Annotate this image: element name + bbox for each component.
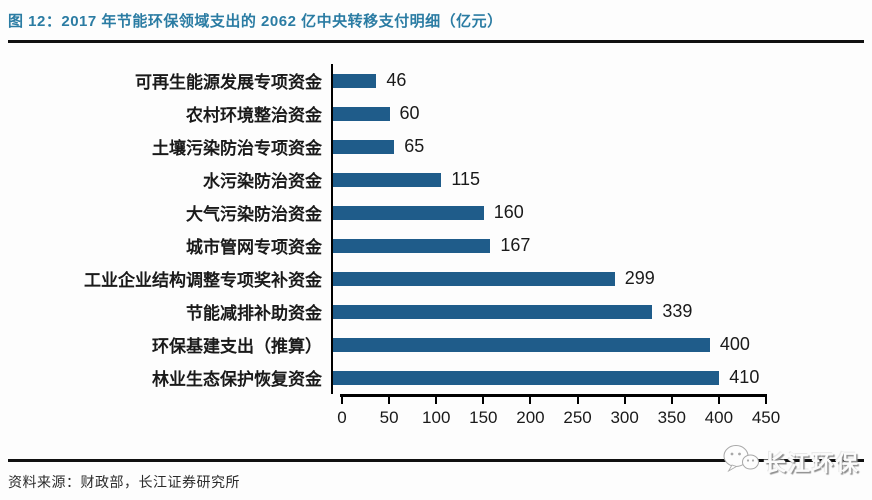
category-label: 可再生能源发展专项资金 xyxy=(135,73,322,92)
chart-row: 城市管网专项资金 167 xyxy=(8,229,872,262)
bar xyxy=(333,172,442,187)
axis-spacer xyxy=(8,394,340,430)
value-label: 65 xyxy=(404,136,425,156)
value-label: 339 xyxy=(662,301,693,321)
x-axis-tick-label: 100 xyxy=(422,408,451,427)
category-label: 工业企业结构调整专项奖补资金 xyxy=(84,271,322,290)
bar-track: 65 xyxy=(331,130,755,163)
source-note: 资料来源：财政部，长江证券研究所 xyxy=(8,474,240,490)
value-label: 46 xyxy=(386,70,407,90)
wechat-icon xyxy=(723,443,759,480)
x-axis-tick xyxy=(670,397,673,404)
x-axis-tick xyxy=(576,397,579,404)
bar xyxy=(333,205,484,220)
x-axis-tick-label: 50 xyxy=(379,408,399,427)
x-axis-tick-label: 250 xyxy=(563,408,592,427)
value-label: 167 xyxy=(500,235,531,255)
bar-track: 115 xyxy=(331,163,755,196)
top-divider xyxy=(8,40,864,43)
x-axis: 0 50 100 150 200 250 300 350 400 450 xyxy=(8,394,872,430)
x-axis-tick xyxy=(482,397,485,404)
bar-track: 60 xyxy=(331,97,755,130)
x-axis-tick xyxy=(765,397,767,404)
x-axis-tick-label: 0 xyxy=(337,408,347,427)
bar-track: 46 xyxy=(331,64,755,97)
category-label: 城市管网专项资金 xyxy=(186,238,322,257)
chart-row: 农村环境整治资金 60 xyxy=(8,97,872,130)
bar-track: 339 xyxy=(331,295,755,328)
x-axis-tick-label: 200 xyxy=(516,408,545,427)
bottom-divider xyxy=(8,459,864,462)
bar-track: 410 xyxy=(331,361,759,394)
x-axis-tick-label: 350 xyxy=(657,408,686,427)
x-axis-tick xyxy=(623,397,626,404)
x-axis-tick xyxy=(341,397,343,404)
x-axis-tick-label: 150 xyxy=(469,408,498,427)
bar xyxy=(333,139,395,154)
chart-row: 土壤污染防治专项资金 65 xyxy=(8,130,872,163)
bar xyxy=(333,337,710,352)
category-label: 农村环境整治资金 xyxy=(186,106,322,125)
category-label: 水污染防治资金 xyxy=(203,172,322,191)
chart-row: 林业生态保护恢复资金 410 xyxy=(8,361,872,394)
watermark: 长江环保 xyxy=(723,443,860,480)
chart-rows: 可再生能源发展专项资金 46 农村环境整治资金 60 土壤污染防治专项资金 65 水污染防治… xyxy=(8,64,872,394)
chart-row: 可再生能源发展专项资金 46 xyxy=(8,64,872,97)
x-axis-tick xyxy=(529,397,532,404)
bar xyxy=(333,271,615,286)
value-label: 115 xyxy=(451,169,481,189)
x-axis-tick xyxy=(435,397,438,404)
value-label: 299 xyxy=(624,268,655,288)
value-label: 60 xyxy=(399,103,420,123)
bar xyxy=(333,106,390,121)
bar-track: 160 xyxy=(331,196,755,229)
x-axis-ticks: 0 50 100 150 200 250 300 350 400 450 xyxy=(337,394,780,430)
bar xyxy=(333,370,720,385)
category-label: 土壤污染防治专项资金 xyxy=(152,139,322,158)
bar xyxy=(333,238,491,253)
chart-row: 环保基建支出（推算） 400 xyxy=(8,328,872,361)
x-axis-tick-label: 400 xyxy=(704,408,734,427)
value-label: 410 xyxy=(729,367,760,387)
chart-title: 图 12：2017 年节能环保领域支出的 2062 亿中央转移支付明细（亿元） xyxy=(8,13,503,30)
category-label: 节能减排补助资金 xyxy=(186,304,322,323)
x-axis-tick xyxy=(388,397,391,404)
category-label: 大气污染防治资金 xyxy=(186,205,322,224)
chart-row: 工业企业结构调整专项奖补资金 299 xyxy=(8,262,872,295)
bar-track: 167 xyxy=(331,229,755,262)
bar-track: 299 xyxy=(331,262,755,295)
bar xyxy=(333,73,377,88)
value-label: 160 xyxy=(493,202,524,222)
watermark-label: 长江环保 xyxy=(763,450,860,476)
chart-row: 节能减排补助资金 339 xyxy=(8,295,872,328)
category-label: 环保基建支出（推算） xyxy=(152,337,322,356)
x-axis-tick-label: 450 xyxy=(751,408,781,427)
value-label: 400 xyxy=(719,334,750,354)
chart-row: 水污染防治资金 115 xyxy=(8,163,872,196)
category-label: 林业生态保护恢复资金 xyxy=(152,370,322,389)
chart-row: 大气污染防治资金 160 xyxy=(8,196,872,229)
x-axis-tick-label: 300 xyxy=(610,408,639,427)
bar-track: 400 xyxy=(331,328,755,361)
bar xyxy=(333,304,653,319)
x-axis-tick xyxy=(717,397,720,404)
bar-chart: 可再生能源发展专项资金 46 农村环境整治资金 60 土壤污染防治专项资金 65 水污染防治… xyxy=(8,64,872,430)
